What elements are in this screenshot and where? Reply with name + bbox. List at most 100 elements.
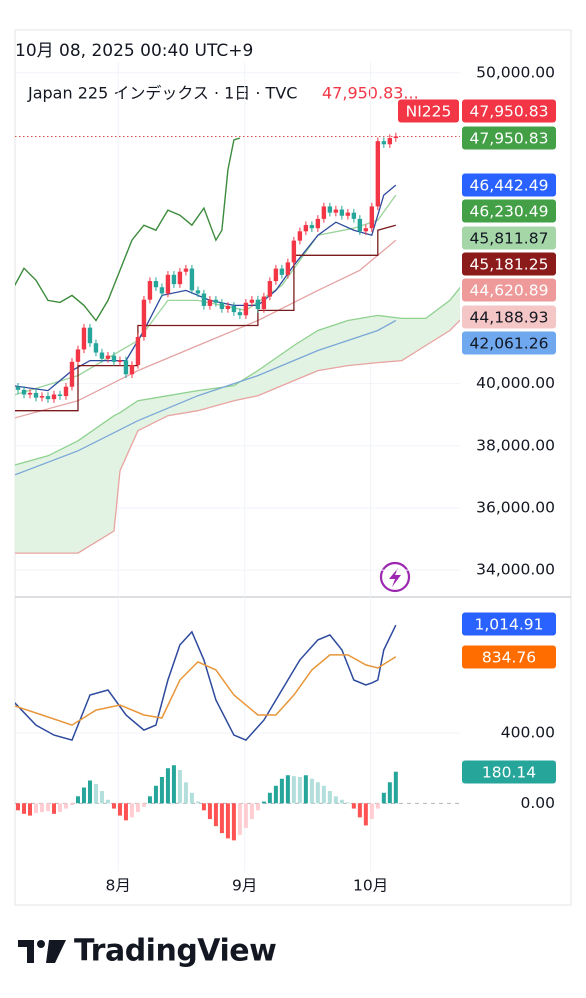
histogram-bar (129, 803, 134, 818)
candle-body (159, 287, 165, 294)
candle-body (39, 396, 45, 398)
histogram-bar (207, 803, 212, 820)
x-tick-label: 10月 (353, 877, 388, 895)
candle-body (333, 209, 339, 213)
candle-body (243, 302, 249, 316)
histogram-bar (21, 803, 26, 814)
candle-body (141, 299, 147, 337)
histogram-bar (183, 782, 188, 804)
histogram-bar (291, 776, 296, 804)
candle-body (21, 389, 27, 395)
histogram-bar (159, 776, 164, 804)
histogram-bar (345, 802, 350, 804)
candle-body (195, 290, 201, 294)
macd-pane (15, 599, 460, 871)
histogram-bar (261, 801, 266, 804)
candle-body (369, 206, 375, 229)
candle-body (165, 274, 171, 294)
y-tick-label: 50,000.00 (476, 63, 555, 81)
histogram-bar (255, 803, 260, 811)
histogram-bar (165, 768, 170, 804)
histogram-bar (393, 771, 398, 804)
candle-body (153, 281, 159, 288)
histogram-bar (111, 803, 116, 809)
histogram-bar (117, 803, 122, 816)
price-label: 46,230.49 (470, 203, 549, 221)
candle-body (345, 212, 351, 216)
price-label-box (462, 252, 556, 276)
candle-body (231, 305, 237, 313)
histogram-bar (135, 803, 140, 813)
candle-body (87, 327, 93, 344)
histogram-bar (105, 799, 110, 804)
price-label: 180.14 (482, 764, 536, 782)
histogram-bar (195, 801, 200, 804)
histogram-bar (267, 792, 272, 804)
histogram-bar (87, 780, 92, 804)
histogram-bar (303, 775, 308, 804)
symbol-label: NI225 (406, 103, 452, 121)
candle-body (387, 138, 393, 145)
y-tick-label: 40,000.00 (476, 374, 555, 392)
candle-body (225, 305, 231, 310)
candle-body (63, 386, 69, 397)
candle-body (303, 225, 309, 232)
candle-body (123, 360, 129, 375)
candle-body (183, 268, 189, 272)
candle-body (51, 394, 57, 400)
price-label-box (462, 173, 556, 197)
histogram-bar (51, 803, 56, 814)
histogram-bar (99, 791, 104, 804)
axes: 8月 9月 10月 50,000.00 40,000.00 38,000.00 36,000… (105, 63, 556, 895)
candle-body (279, 268, 285, 275)
histogram-bar (363, 803, 368, 826)
indicator-line (15, 319, 397, 476)
candle-body (189, 268, 195, 291)
price-label: 42,061.26 (470, 335, 549, 353)
histogram-bar (237, 803, 242, 835)
histogram-bar (321, 785, 326, 804)
candle-body (297, 231, 303, 241)
candle-body (285, 262, 291, 275)
candle-body (315, 218, 321, 229)
price-label-box (462, 331, 556, 355)
histogram-bar (375, 803, 380, 809)
candle-body (111, 355, 117, 362)
cloud-fill (15, 287, 460, 554)
histogram-bar (123, 803, 128, 821)
candle-body (33, 392, 39, 398)
candle-body (147, 281, 153, 300)
price-label: 44,188.93 (470, 309, 549, 327)
histogram-bar (333, 796, 338, 804)
datetime: 10月 08, 2025 00:40 UTC+9 (15, 41, 253, 61)
histogram-bar (225, 803, 230, 839)
candle-body (57, 394, 63, 397)
candle-body (261, 296, 267, 310)
candle-body (381, 141, 387, 145)
candle-body (249, 299, 255, 303)
histogram-bar (15, 803, 20, 811)
histogram-bar (147, 796, 152, 804)
histogram-bar (45, 803, 50, 812)
indicator-line (15, 137, 241, 322)
candle-body (75, 349, 81, 362)
price-label-box (462, 226, 556, 250)
legend: Japan 225 インデックス · 1日 · TVC (27, 84, 297, 103)
price-label-box (462, 612, 556, 636)
price-label-box (462, 645, 556, 669)
indicator-line (15, 286, 460, 466)
candle-body (273, 268, 279, 282)
candle-body (213, 299, 219, 303)
candle-body (363, 228, 369, 232)
price-label: 47,950.83 (470, 130, 549, 148)
histogram-bar (141, 803, 146, 807)
alert-icon[interactable] (379, 561, 411, 593)
candle-body (27, 392, 33, 395)
histogram-bar (177, 769, 182, 804)
candle-body (207, 299, 213, 306)
y-tick-label: 0.00 (520, 794, 555, 812)
candle-body (81, 327, 87, 350)
candle-body (171, 274, 177, 285)
candle-body (309, 225, 315, 229)
histogram-bar (219, 803, 224, 834)
